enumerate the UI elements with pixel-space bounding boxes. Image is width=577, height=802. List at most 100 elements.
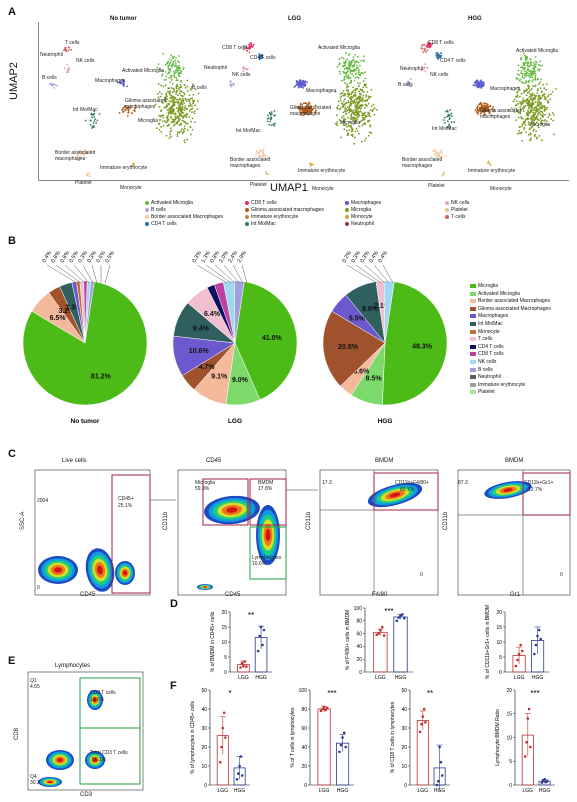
umap-point [539, 87, 542, 90]
umap-point [370, 105, 373, 108]
umap-point [527, 133, 530, 136]
umap-point [168, 64, 170, 67]
bar-point [421, 715, 425, 718]
bar-group-label: LGG [523, 788, 534, 794]
umap-point [543, 108, 546, 111]
bar-point [527, 707, 531, 711]
bar-tick-label: 40 [201, 707, 207, 713]
umap-point [186, 79, 189, 82]
umap-point [89, 123, 92, 126]
umap-point [165, 134, 168, 137]
bar-point [533, 652, 536, 656]
umap-point [348, 53, 351, 56]
umap-point [181, 131, 184, 134]
umap-point [179, 66, 182, 69]
umap-point [230, 83, 233, 86]
umap-point [346, 83, 349, 86]
bar-point [237, 772, 240, 775]
umap-point [171, 82, 174, 85]
bar-point [256, 649, 260, 653]
umap-point [170, 76, 173, 79]
umap-point [91, 116, 94, 119]
umap-point [356, 118, 359, 121]
umap-point [95, 122, 98, 124]
umap-point [544, 96, 547, 99]
umap-point [64, 47, 66, 49]
umap-point [352, 74, 355, 77]
umap-point [346, 134, 349, 137]
panel-letter-b: B [8, 235, 16, 247]
umap-point [259, 150, 261, 152]
umap-point [351, 96, 354, 99]
umap-point [356, 116, 359, 119]
umap-point [116, 81, 119, 84]
umap-point [126, 115, 129, 117]
umap-point [166, 62, 168, 65]
bar-point [424, 721, 427, 724]
umap-point [355, 111, 358, 114]
umap-point [342, 121, 345, 124]
umap-point [172, 112, 175, 114]
umap-point [311, 108, 314, 111]
umap-point [350, 63, 353, 65]
umap-point [537, 126, 540, 129]
umap-point [520, 115, 522, 118]
umap-point [540, 139, 543, 142]
umap-point [547, 94, 550, 96]
umap-point [178, 131, 181, 134]
umap-point [546, 120, 548, 123]
panel-letter-f: F [170, 680, 177, 692]
umap-point [342, 106, 345, 108]
umap-point [169, 107, 172, 110]
bar-tick-label: 30 [401, 726, 407, 732]
umap-point [349, 121, 351, 124]
umap-point [178, 61, 181, 63]
bar-tick-label: 40 [356, 644, 362, 650]
umap-point [93, 120, 96, 123]
umap-point [546, 106, 548, 109]
umap-point [363, 106, 366, 109]
umap-point [158, 123, 161, 126]
umap-point [513, 111, 516, 114]
umap-point [196, 108, 199, 111]
umap-point [133, 109, 136, 112]
umap-point [83, 153, 85, 156]
umap-point [342, 57, 345, 60]
umap-point [350, 130, 353, 133]
umap-point [349, 72, 352, 74]
bar-group-label: LGG [238, 675, 249, 681]
umap-point [191, 99, 194, 102]
umap-point [169, 100, 172, 103]
umap-point [190, 86, 193, 88]
umap-point [306, 103, 309, 106]
umap-point [348, 97, 351, 99]
umap-point [529, 89, 532, 92]
umap-point [299, 111, 302, 114]
bar-point [523, 755, 527, 758]
umap-point [359, 121, 362, 123]
bar-point [402, 616, 406, 620]
umap-point [354, 76, 357, 79]
umap-point [181, 119, 184, 122]
umap-point [164, 84, 167, 87]
bar-significance: * [228, 689, 231, 698]
umap-point [531, 109, 534, 112]
umap-point [350, 95, 352, 98]
umap-point [176, 131, 179, 134]
umap-point [299, 79, 302, 82]
umap-point [245, 45, 248, 48]
umap-point [180, 112, 183, 114]
bar-group-label: LGG [418, 788, 429, 794]
umap-point [268, 111, 271, 114]
umap-point [354, 130, 357, 133]
umap-point [186, 129, 189, 131]
umap-point [515, 95, 517, 98]
bar-tick-label: 5 [509, 759, 512, 765]
umap-point [188, 94, 191, 97]
umap-point [360, 89, 363, 92]
umap-point [166, 108, 169, 111]
umap-point [296, 83, 299, 86]
umap-point [361, 114, 363, 117]
bar-point [220, 745, 223, 749]
umap-point [174, 69, 177, 72]
